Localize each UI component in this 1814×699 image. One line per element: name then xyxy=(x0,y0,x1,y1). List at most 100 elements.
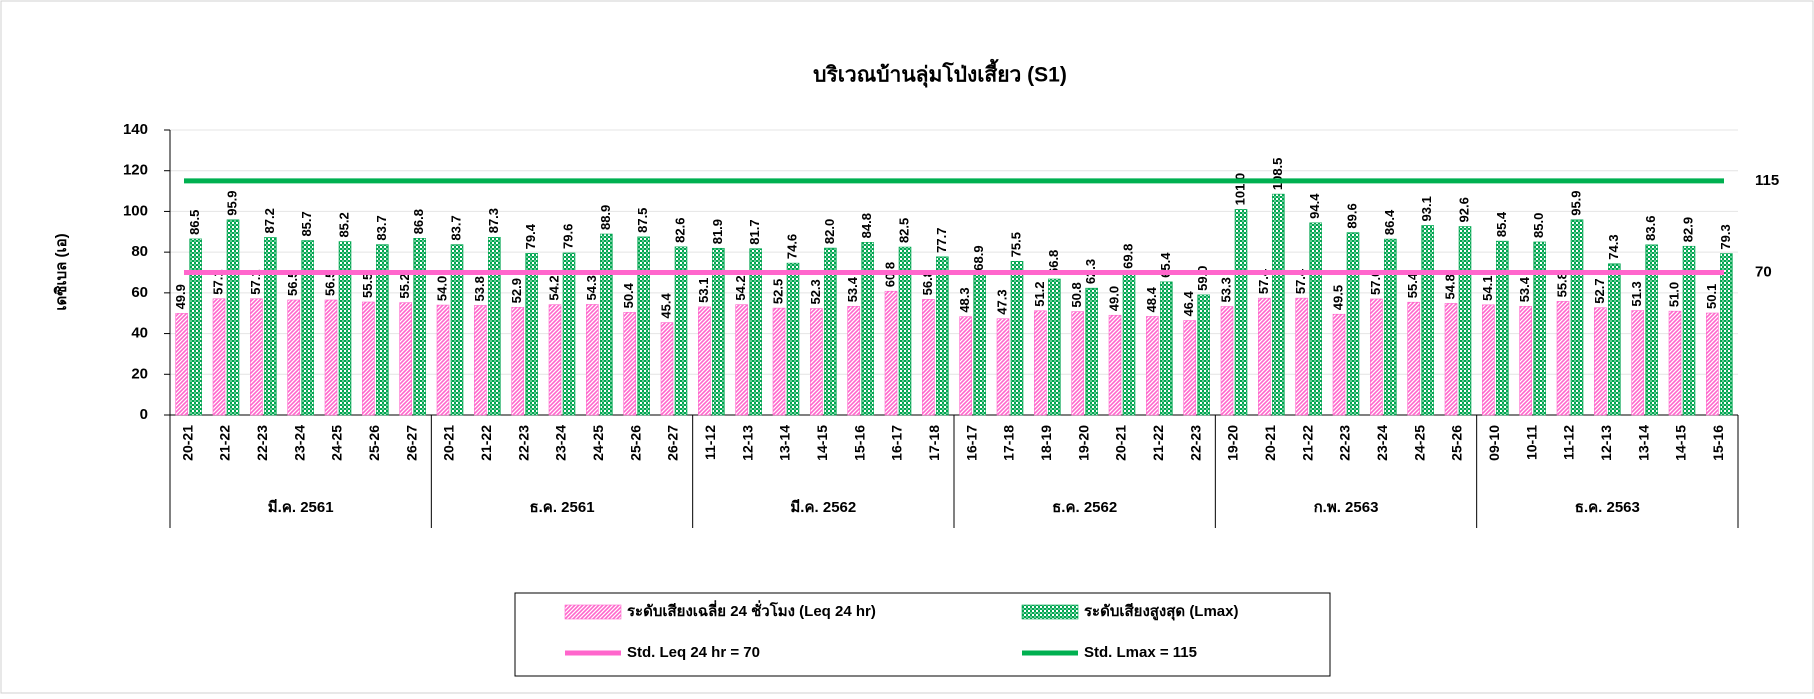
bar xyxy=(786,262,800,416)
data-label: 82.6 xyxy=(672,218,687,243)
data-label: 81.9 xyxy=(710,219,725,244)
data-label: 75.5 xyxy=(1008,232,1023,257)
bar xyxy=(1496,240,1509,416)
x-tick-label: 10-11 xyxy=(1523,425,1539,460)
data-label: 86.8 xyxy=(411,209,426,234)
bar xyxy=(1631,310,1644,416)
data-label: 89.6 xyxy=(1344,203,1359,228)
data-label: 50.4 xyxy=(621,282,636,308)
data-label: 56.5 xyxy=(322,271,337,296)
x-tick-label: 25-26 xyxy=(627,425,643,461)
x-tick-label: 21-22 xyxy=(478,425,494,461)
data-label: 54.0 xyxy=(434,276,449,301)
data-label: 82.5 xyxy=(896,218,911,243)
data-label: 48.3 xyxy=(957,287,972,312)
data-label: 79.3 xyxy=(1718,224,1733,249)
data-label: 51.2 xyxy=(1032,281,1047,306)
bar xyxy=(212,298,226,416)
data-label: 79.6 xyxy=(560,224,575,249)
data-label: 85.2 xyxy=(336,212,351,237)
data-label: 82.0 xyxy=(822,219,837,244)
bar xyxy=(511,307,524,416)
data-label: 55.2 xyxy=(397,273,412,298)
bar xyxy=(525,253,538,416)
x-tick-label: 22-23 xyxy=(254,425,270,461)
data-label: 54.2 xyxy=(546,275,561,300)
bar xyxy=(1444,303,1458,416)
bar xyxy=(436,304,450,416)
data-label: 55.4 xyxy=(1405,272,1420,298)
bar xyxy=(264,237,277,416)
bar xyxy=(324,299,338,416)
data-label: 85.7 xyxy=(299,211,314,236)
data-label: 53.1 xyxy=(696,278,711,303)
bar xyxy=(1645,244,1658,416)
y-tick-label: 120 xyxy=(123,162,148,179)
data-label: 50.1 xyxy=(1704,284,1719,309)
x-tick-label: 20-21 xyxy=(441,425,457,461)
bar xyxy=(959,316,972,416)
bar xyxy=(749,248,762,416)
y-tick-label: 100 xyxy=(123,202,148,219)
data-label: 94.4 xyxy=(1307,193,1322,219)
bar xyxy=(1519,305,1532,416)
bar xyxy=(413,238,426,416)
x-tick-label: 21-22 xyxy=(1150,425,1166,461)
bar xyxy=(735,304,748,416)
bar xyxy=(1682,245,1696,416)
bar xyxy=(488,236,501,416)
y-tick-label: 0 xyxy=(140,406,148,423)
group-label: ธ.ค. 2561 xyxy=(529,499,594,516)
bar xyxy=(712,247,725,416)
bar xyxy=(660,322,674,416)
bar xyxy=(562,252,576,416)
bar xyxy=(1370,298,1383,416)
bar xyxy=(810,308,823,416)
bar xyxy=(1108,314,1122,416)
bar xyxy=(1258,297,1271,416)
data-label: 74.3 xyxy=(1606,234,1621,259)
bar xyxy=(1594,307,1607,416)
x-tick-label: 22-23 xyxy=(1337,425,1353,461)
data-label: 87.2 xyxy=(262,208,277,233)
data-label: 83.7 xyxy=(448,215,463,240)
x-tick-label: 13-14 xyxy=(777,425,793,461)
data-label: 95.9 xyxy=(224,190,239,215)
data-label: 53.3 xyxy=(1218,277,1233,302)
bar xyxy=(1384,238,1397,416)
x-tick-label: 14-15 xyxy=(814,425,830,461)
bar xyxy=(287,299,300,416)
bar xyxy=(376,244,389,416)
bar xyxy=(1272,193,1285,416)
x-tick-label: 13-14 xyxy=(1635,425,1651,461)
data-label: 52.7 xyxy=(1592,278,1607,303)
legend-label: ระดับเสียงเฉลี่ย 24 ชั่วโมง (Leq 24 hr) xyxy=(627,600,876,620)
x-tick-label: 11-12 xyxy=(1561,425,1577,460)
x-tick-label: 24-25 xyxy=(1411,425,1427,461)
legend-box xyxy=(514,592,1331,677)
bar xyxy=(1668,310,1682,416)
data-label: 47.3 xyxy=(994,289,1009,314)
bar xyxy=(399,302,412,416)
group-label: ธ.ค. 2563 xyxy=(1575,499,1640,516)
bar xyxy=(772,307,786,416)
chart-title: บริเวณบ้านลุ่มโป่งเสี้ยว (S1) xyxy=(813,59,1067,89)
bar xyxy=(586,304,599,416)
data-label: 52.5 xyxy=(770,279,785,304)
y-axis-label: เดซิเบล (เอ) xyxy=(52,233,70,310)
x-tick-label: 17-18 xyxy=(926,425,942,461)
bar xyxy=(637,236,650,416)
bar xyxy=(1332,313,1346,416)
x-tick-label: 21-22 xyxy=(1299,425,1315,461)
bar xyxy=(1295,297,1308,416)
bar xyxy=(922,299,935,416)
x-tick-label: 14-15 xyxy=(1673,425,1689,461)
x-tick-label: 20-21 xyxy=(1113,425,1129,461)
x-tick-label: 19-20 xyxy=(1225,425,1241,461)
data-label: 79.4 xyxy=(523,223,538,249)
data-label: 68.9 xyxy=(971,245,986,270)
bar xyxy=(1197,294,1210,416)
x-tick-label: 16-17 xyxy=(963,425,979,461)
x-tick-label: 15-16 xyxy=(1710,425,1726,461)
